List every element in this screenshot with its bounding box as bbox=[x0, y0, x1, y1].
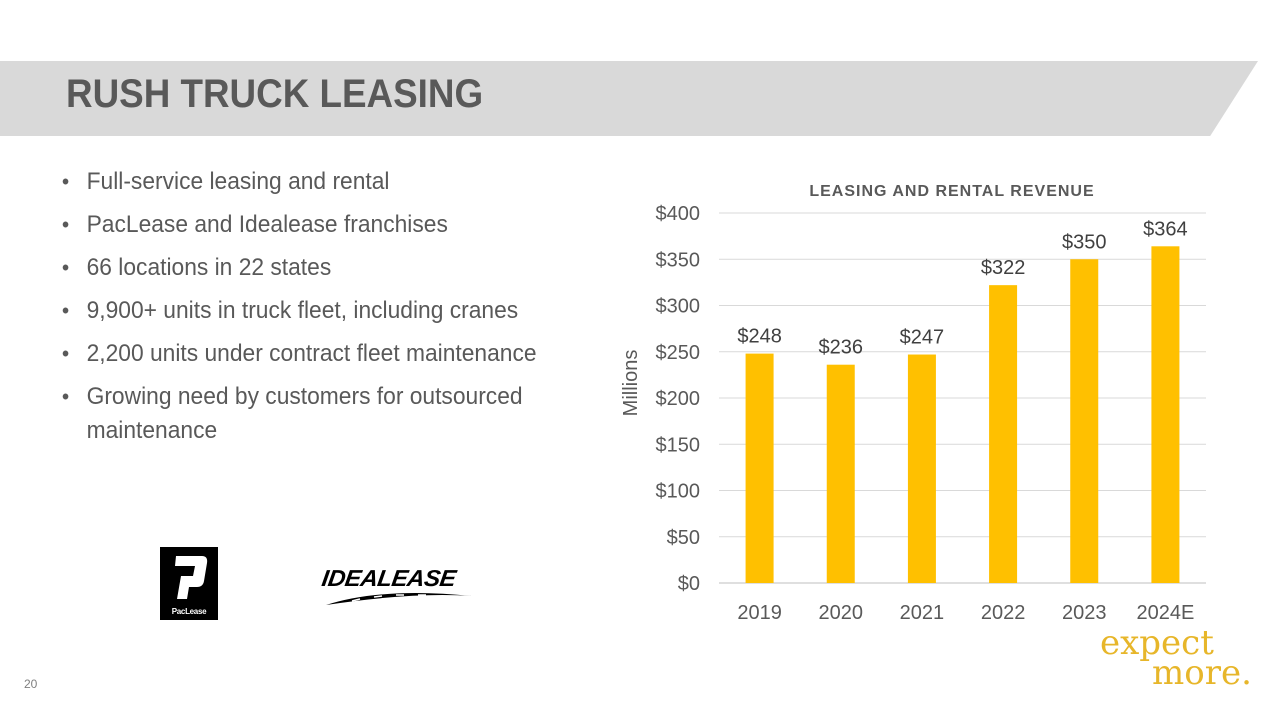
y-tick-label: $200 bbox=[656, 388, 701, 410]
y-tick-label: $0 bbox=[678, 573, 700, 595]
bullet-dot-icon: • bbox=[61, 341, 70, 366]
bullet-text: PacLease and Idealease franchises bbox=[86, 211, 448, 238]
grid-layer bbox=[719, 212, 1206, 584]
data-label: $322 bbox=[981, 257, 1026, 279]
y-tick-label: $300 bbox=[656, 296, 701, 318]
bullet-item: • 66 locations in 22 states bbox=[60, 251, 554, 285]
bar bbox=[907, 354, 936, 583]
y-tick-label: $250 bbox=[656, 342, 701, 364]
bullet-dot-icon: • bbox=[61, 298, 70, 323]
bullet-dot-icon: • bbox=[61, 169, 70, 194]
bullet-list: • Full-service leasing and rental • PacLea… bbox=[60, 165, 580, 457]
data-label: $247 bbox=[900, 327, 945, 349]
bullet-item: • 2,200 units under contract fleet mainte… bbox=[60, 337, 554, 371]
idealease-logo: IDEALEASE bbox=[320, 565, 482, 610]
bars-layer bbox=[745, 246, 1180, 584]
labels-layer: $0 $50 $100 $150 $200 $250 $300 $350 $400 $248 201… bbox=[656, 203, 1195, 624]
bullet-dot-icon: • bbox=[61, 212, 70, 237]
bullet-text: Full-service leasing and rental bbox=[86, 168, 390, 195]
x-tick-label: 2021 bbox=[900, 602, 945, 624]
road-swoosh-icon bbox=[326, 593, 472, 605]
bar bbox=[745, 353, 774, 583]
chart-title: LEASING AND RENTAL REVENUE bbox=[809, 183, 1094, 200]
bullet-text: 9,900+ units in truck fleet, including c… bbox=[86, 297, 519, 324]
x-tick-label: 2020 bbox=[819, 602, 864, 624]
y-tick-label: $100 bbox=[656, 481, 701, 503]
paclease-logo-text: PacLease bbox=[171, 607, 207, 616]
x-tick-label: 2023 bbox=[1062, 602, 1107, 624]
y-axis-label: Millions bbox=[620, 350, 642, 417]
bar bbox=[989, 285, 1018, 583]
y-tick-label: $150 bbox=[656, 434, 701, 456]
bullet-item: • Growing need by customers for outsource… bbox=[60, 380, 554, 448]
bullet-text: 66 locations in 22 states bbox=[86, 254, 332, 281]
x-tick-label: 2022 bbox=[981, 602, 1026, 624]
data-label: $350 bbox=[1062, 231, 1107, 253]
y-tick-label: $400 bbox=[656, 203, 701, 225]
bar bbox=[1151, 246, 1180, 584]
data-label: $364 bbox=[1143, 218, 1188, 240]
bullet-item: • PacLease and Idealease franchises bbox=[60, 208, 554, 242]
y-tick-label: $350 bbox=[656, 249, 701, 271]
title-band bbox=[0, 61, 1258, 136]
slide-title: RUSH TRUCK LEASING bbox=[66, 72, 484, 116]
bullet-dot-icon: • bbox=[61, 384, 70, 409]
revenue-chart: LEASING AND RENTAL REVENUE Millions $0 $5… bbox=[600, 165, 1240, 635]
paclease-logo: PacLease bbox=[160, 547, 218, 620]
bullet-text: Growing need by customers for outsourced… bbox=[86, 383, 523, 444]
x-tick-label: 2019 bbox=[737, 602, 782, 624]
chart-svg: LEASING AND RENTAL REVENUE Millions $0 $5… bbox=[620, 183, 1206, 624]
page-number: 20 bbox=[24, 677, 38, 691]
tagline-line-1: expect bbox=[1100, 623, 1214, 663]
expect-more-logo: expect more. bbox=[1100, 623, 1252, 693]
bullet-dot-icon: • bbox=[61, 255, 70, 280]
x-tick-label: 2024E bbox=[1136, 602, 1194, 624]
data-label: $236 bbox=[819, 337, 864, 359]
paclease-mark-icon bbox=[175, 556, 208, 599]
tagline-line-2: more. bbox=[1152, 653, 1252, 693]
bullet-text: 2,200 units under contract fleet mainten… bbox=[86, 340, 537, 367]
data-label: $248 bbox=[737, 326, 782, 348]
bar bbox=[826, 364, 855, 583]
y-tick-label: $50 bbox=[667, 527, 700, 549]
bullet-item: • 9,900+ units in truck fleet, including … bbox=[60, 294, 554, 328]
bullet-item: • Full-service leasing and rental bbox=[60, 165, 554, 199]
bar bbox=[1070, 259, 1099, 583]
